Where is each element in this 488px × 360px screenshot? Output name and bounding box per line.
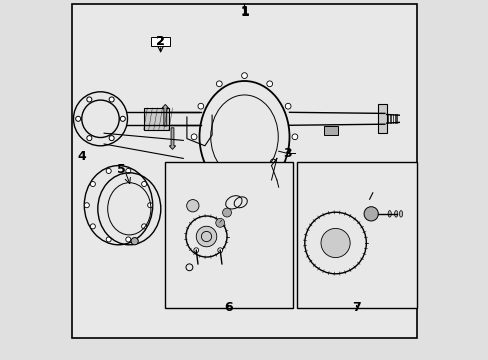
Bar <box>296 162 416 308</box>
Text: 5: 5 <box>117 163 125 176</box>
Bar <box>377 104 386 133</box>
Circle shape <box>142 224 146 229</box>
Circle shape <box>90 224 95 229</box>
Circle shape <box>285 103 290 109</box>
Circle shape <box>87 97 92 102</box>
Bar <box>143 108 168 130</box>
Circle shape <box>216 81 222 87</box>
Circle shape <box>364 207 378 221</box>
Text: 1: 1 <box>240 5 248 18</box>
Circle shape <box>191 134 197 140</box>
Circle shape <box>266 187 272 193</box>
Text: 3: 3 <box>283 147 291 160</box>
Bar <box>165 162 292 308</box>
Text: 7: 7 <box>351 301 360 314</box>
Circle shape <box>241 195 247 201</box>
Circle shape <box>193 248 198 253</box>
Text: 2: 2 <box>156 35 164 48</box>
FancyArrow shape <box>162 104 168 126</box>
Ellipse shape <box>387 211 390 217</box>
Circle shape <box>198 103 203 109</box>
Circle shape <box>216 187 222 193</box>
Circle shape <box>217 248 222 253</box>
Circle shape <box>215 219 224 227</box>
Circle shape <box>76 116 81 121</box>
Circle shape <box>147 203 152 208</box>
Ellipse shape <box>399 211 402 217</box>
Text: 1: 1 <box>240 6 248 19</box>
Circle shape <box>87 136 92 141</box>
Bar <box>151 37 170 46</box>
FancyArrow shape <box>169 128 175 149</box>
Circle shape <box>285 165 290 170</box>
Circle shape <box>320 229 349 258</box>
Text: 2: 2 <box>156 35 164 48</box>
Text: 6: 6 <box>224 301 232 314</box>
Bar <box>323 126 337 135</box>
Circle shape <box>222 208 231 217</box>
Circle shape <box>198 165 203 170</box>
Circle shape <box>120 116 125 121</box>
Ellipse shape <box>394 211 397 217</box>
Circle shape <box>241 73 247 78</box>
Circle shape <box>131 238 138 245</box>
Circle shape <box>125 168 131 174</box>
Circle shape <box>196 226 216 247</box>
Circle shape <box>106 168 111 174</box>
Circle shape <box>109 97 114 102</box>
Circle shape <box>142 181 146 186</box>
Circle shape <box>266 81 272 87</box>
Circle shape <box>125 237 131 242</box>
Circle shape <box>84 203 89 208</box>
Circle shape <box>109 136 114 141</box>
Circle shape <box>90 181 95 186</box>
Text: 4: 4 <box>77 150 85 163</box>
Circle shape <box>291 134 297 140</box>
Circle shape <box>186 199 199 212</box>
Circle shape <box>106 237 111 242</box>
